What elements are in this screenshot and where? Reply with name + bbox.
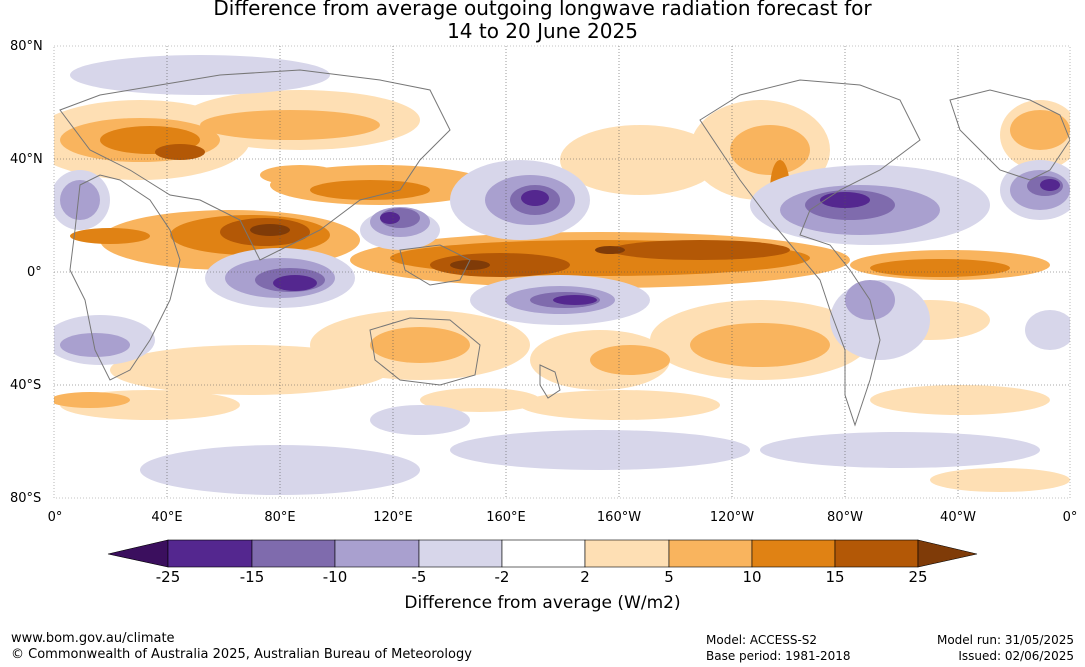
map-frame [53, 45, 1071, 499]
colorbar-tick-label: 2 [580, 568, 590, 586]
footer-dates: Model run: 31/05/2025 Issued: 02/06/2025 [937, 632, 1074, 664]
colorbar-tick-label: -10 [322, 568, 348, 586]
lon-label: 120°W [709, 510, 755, 525]
base-period: Base period: 1981-2018 [706, 649, 851, 663]
colorbar-tick-label: -25 [155, 568, 181, 586]
lon-label: 80°W [827, 510, 863, 525]
colorbar-tick-label: 15 [825, 568, 845, 586]
colorbar-title: Difference from average (W/m2) [404, 593, 681, 613]
lon-label: 160°E [486, 510, 526, 525]
colorbar-tick-label: 10 [742, 568, 762, 586]
copyright-text: © Commonwealth of Australia 2025, Austra… [11, 647, 472, 662]
lat-label: 0° [27, 265, 42, 280]
footer-model-info: Model: ACCESS-S2 Base period: 1981-2018 [706, 632, 851, 664]
title-line-1: Difference from average outgoing longwav… [213, 0, 872, 20]
anomaly-field [54, 46, 1070, 498]
footer-left: www.bom.gov.au/climate © Commonwealth of… [11, 631, 472, 663]
colorbar-tick-label: 5 [664, 568, 674, 586]
website-link[interactable]: www.bom.gov.au/climate [11, 631, 175, 646]
lon-label: 0° [47, 510, 63, 525]
map-title: Difference from average outgoing longwav… [0, 0, 1085, 43]
issued-date: Issued: 02/06/2025 [958, 649, 1074, 663]
colorbar-segment [167, 539, 253, 568]
colorbar-low-extension [107, 539, 169, 568]
colorbar-segment [418, 539, 503, 568]
lon-label: 80°E [264, 510, 296, 525]
colorbar-tick-label: -15 [239, 568, 265, 586]
title-line-2: 14 to 20 June 2025 [447, 19, 638, 43]
colorbar-segment [751, 539, 836, 568]
colorbar-segment [251, 539, 336, 568]
colorbar-high-extension [917, 539, 978, 568]
colorbar-tick-label: 25 [908, 568, 928, 586]
colorbar-segment [834, 539, 919, 568]
colorbar [107, 539, 978, 568]
lat-label: 80°S [10, 491, 42, 506]
lat-label: 40°S [10, 378, 42, 393]
colorbar-tick-label: -2 [494, 568, 510, 586]
lat-label: 40°N [10, 152, 43, 167]
lon-label: 160°W [596, 510, 642, 525]
coastlines [59, 69, 1070, 427]
lat-label: 80°N [10, 39, 43, 54]
model-run-date: Model run: 31/05/2025 [936, 633, 1074, 647]
lon-label: 0° [1062, 510, 1078, 525]
colorbar-tick-label: -5 [411, 568, 427, 586]
lon-label: 120°E [373, 510, 413, 525]
lon-label: 40°W [940, 510, 976, 525]
colorbar-segment [501, 539, 586, 568]
colorbar-segment [584, 539, 670, 568]
lon-label: 40°E [151, 510, 183, 525]
graticule [54, 46, 1070, 498]
model-name: Model: ACCESS-S2 [706, 633, 818, 647]
colorbar-segment [668, 539, 753, 568]
colorbar-segment [334, 539, 420, 568]
